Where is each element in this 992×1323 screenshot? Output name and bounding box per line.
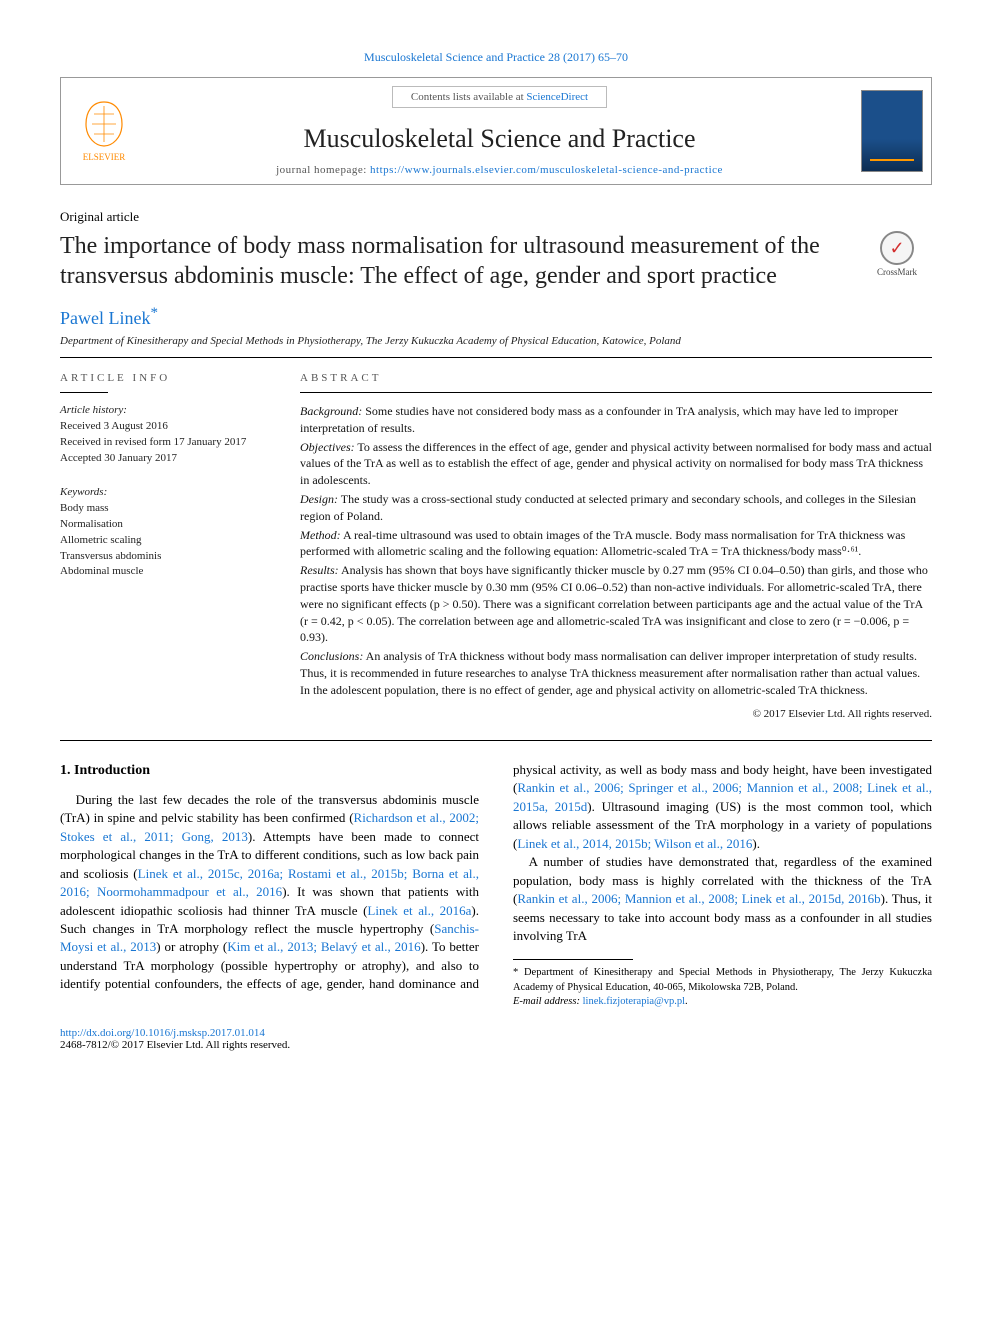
- abs-design-label: Design:: [300, 492, 338, 506]
- section-1-head: 1. Introduction: [60, 761, 479, 781]
- article-title: The importance of body mass normalisatio…: [60, 231, 842, 291]
- footnote: * Department of Kinesitherapy and Specia…: [513, 966, 932, 1009]
- citation-link[interactable]: Linek et al., 2016a: [367, 903, 471, 918]
- publisher-logo-cell: ELSEVIER: [61, 78, 146, 184]
- article-history: Article history: Received 3 August 2016 …: [60, 403, 260, 580]
- abstract-head: ABSTRACT: [300, 372, 932, 384]
- abs-results-label: Results:: [300, 563, 339, 577]
- abs-objectives-label: Objectives:: [300, 440, 355, 454]
- p1-f: ) or atrophy (: [156, 939, 227, 954]
- homepage-line: journal homepage: https://www.journals.e…: [156, 164, 843, 176]
- masthead: ELSEVIER Contents lists available at Sci…: [60, 77, 932, 185]
- abs-design-text: The study was a cross-sectional study co…: [300, 492, 916, 523]
- keyword: Transversus abdominis: [60, 549, 260, 565]
- journal-citation: Musculoskeletal Science and Practice 28 …: [60, 50, 932, 65]
- abstract-rule: [300, 392, 932, 393]
- sciencedirect-link[interactable]: ScienceDirect: [526, 91, 588, 103]
- abs-conclusions-text: An analysis of TrA thickness without bod…: [300, 649, 920, 697]
- contents-label: Contents lists available at: [411, 91, 526, 103]
- keyword: Allometric scaling: [60, 533, 260, 549]
- article-info-head: ARTICLE INFO: [60, 372, 260, 384]
- keyword: Normalisation: [60, 517, 260, 533]
- contents-line: Contents lists available at ScienceDirec…: [392, 86, 607, 108]
- author-mark: *: [150, 305, 158, 321]
- author-name: Pawel Linek: [60, 308, 150, 328]
- email-link[interactable]: linek.fizjoterapia@vp.pl: [583, 996, 685, 1007]
- keyword: Abdominal muscle: [60, 564, 260, 580]
- info-rule: [60, 392, 108, 393]
- abs-conclusions-label: Conclusions:: [300, 649, 363, 663]
- history-head: Article history:: [60, 403, 260, 419]
- full-rule: [60, 740, 932, 741]
- abs-method-text: A real-time ultrasound was used to obtai…: [300, 528, 905, 559]
- footnote-rule: [513, 959, 633, 960]
- history-received: Received 3 August 2016: [60, 419, 260, 435]
- homepage-label: journal homepage:: [276, 164, 370, 176]
- elsevier-logo: ELSEVIER: [74, 96, 134, 166]
- rule: [60, 357, 932, 358]
- journal-cover-icon: [861, 90, 923, 172]
- crossmark-badge[interactable]: ✓ CrossMark: [862, 231, 932, 277]
- body-text: 1. Introduction During the last few deca…: [60, 761, 932, 1009]
- abs-background-label: Background:: [300, 404, 362, 418]
- p1-e: hypertrophy (: [360, 921, 434, 936]
- history-revised: Received in revised form 17 January 2017: [60, 435, 260, 451]
- abs-results-text: Analysis has shown that boys have signif…: [300, 563, 928, 644]
- doi-link[interactable]: http://dx.doi.org/10.1016/j.msksp.2017.0…: [60, 1027, 265, 1039]
- author-line: Pawel Linek*: [60, 305, 932, 329]
- keywords-head: Keywords:: [60, 485, 260, 501]
- affiliation: Department of Kinesitherapy and Special …: [60, 335, 932, 347]
- abstract: Background: Some studies have not consid…: [300, 403, 932, 722]
- citation-link[interactable]: Linek et al., 2014, 2015b; Wilson et al.…: [517, 836, 752, 851]
- svg-text:ELSEVIER: ELSEVIER: [82, 152, 125, 162]
- issn-line: 2468-7812/© 2017 Elsevier Ltd. All right…: [60, 1039, 932, 1051]
- keyword: Body mass: [60, 501, 260, 517]
- crossmark-icon: ✓: [880, 231, 914, 265]
- p1-i: ).: [752, 836, 760, 851]
- footnote-affil: * Department of Kinesitherapy and Specia…: [513, 966, 932, 994]
- abs-objectives-text: To assess the differences in the effect …: [300, 440, 932, 488]
- article-type: Original article: [60, 209, 932, 225]
- page-footer: http://dx.doi.org/10.1016/j.msksp.2017.0…: [60, 1027, 932, 1051]
- masthead-center: Contents lists available at ScienceDirec…: [146, 78, 853, 184]
- crossmark-label: CrossMark: [877, 267, 917, 277]
- abs-method-label: Method:: [300, 528, 341, 542]
- history-accepted: Accepted 30 January 2017: [60, 451, 260, 467]
- citation-link[interactable]: Rankin et al., 2006; Mannion et al., 200…: [517, 891, 880, 906]
- abs-background-text: Some studies have not considered body ma…: [300, 404, 898, 435]
- homepage-link[interactable]: https://www.journals.elsevier.com/muscul…: [370, 164, 723, 176]
- copyright: © 2017 Elsevier Ltd. All rights reserved…: [300, 707, 932, 722]
- journal-title: Musculoskeletal Science and Practice: [156, 124, 843, 154]
- journal-cover-cell: [853, 78, 931, 184]
- citation-link[interactable]: Kim et al., 2013; Belavý et al., 2016: [227, 939, 420, 954]
- email-label: E-mail address:: [513, 996, 583, 1007]
